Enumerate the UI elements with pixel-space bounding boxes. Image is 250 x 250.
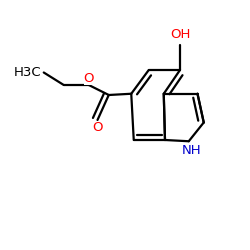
Text: O: O [84, 72, 94, 85]
Text: O: O [92, 121, 103, 134]
Text: H3C: H3C [14, 66, 41, 79]
Text: NH: NH [182, 144, 201, 157]
Text: OH: OH [170, 28, 190, 41]
